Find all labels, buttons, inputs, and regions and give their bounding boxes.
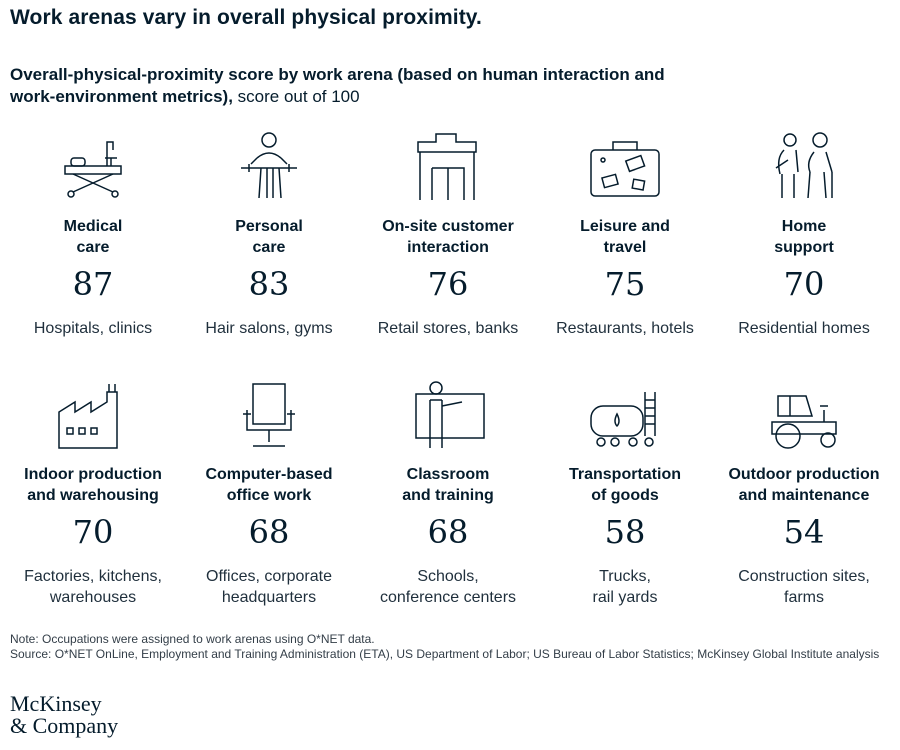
- chart-subtitle: Overall-physical-proximity score by work…: [10, 64, 710, 108]
- arena-score: 87: [72, 265, 114, 303]
- arena-examples-line-2: rail yards: [592, 589, 658, 606]
- chart-title: Work arenas vary in overall physical pro…: [10, 6, 482, 29]
- arena-label-line-2: office work: [226, 487, 312, 504]
- storefront-icon: [406, 128, 490, 206]
- arena-examples-line-1: Schools,: [417, 568, 479, 585]
- arena-examples-line-1: Factories, kitchens,: [24, 568, 162, 585]
- arena-label-line-2: support: [774, 239, 834, 256]
- office-chair-icon: [227, 376, 311, 454]
- logo-line-1: McKinsey: [10, 691, 102, 716]
- arena-examples-line-1: Hair salons, gyms: [205, 320, 333, 337]
- arena-examples: Hospitals, clinics: [5, 318, 181, 339]
- arena-label: Medical care: [5, 216, 181, 258]
- arena-score: 83: [248, 265, 290, 303]
- arena-examples: Residential homes: [716, 318, 892, 339]
- arena-label: Transportation of goods: [537, 464, 713, 506]
- arena-score: 68: [248, 513, 290, 551]
- arena-label-line-1: Classroom: [406, 466, 490, 483]
- arena-label: Computer-based office work: [181, 464, 357, 506]
- arena-score: 68: [427, 513, 469, 551]
- note-text: Note: Occupations were assigned to work …: [10, 632, 375, 646]
- arena-label-line-2: and warehousing: [27, 487, 159, 504]
- arena-score: 58: [604, 513, 646, 551]
- footnote: Note: Occupations were assigned to work …: [10, 632, 895, 662]
- arena-score: 75: [604, 265, 646, 303]
- arena-label-line-2: and training: [402, 487, 494, 504]
- arena-label: Home support: [716, 216, 892, 258]
- arena-examples-line-1: Hospitals, clinics: [33, 320, 153, 337]
- arena-label-line-1: Leisure and: [580, 218, 670, 235]
- caregiver-icon: [762, 128, 846, 206]
- arena-examples: Construction sites, farms: [716, 566, 892, 608]
- arena-label-line-1: Outdoor production: [728, 466, 880, 483]
- suitcase-icon: [583, 128, 667, 206]
- arena-examples: Trucks, rail yards: [537, 566, 713, 608]
- hair-salon-icon: [227, 128, 311, 206]
- arena-label: Outdoor production and maintenance: [716, 464, 892, 506]
- arena-examples-line-2: headquarters: [221, 589, 317, 606]
- arena-label: Indoor production and warehousing: [5, 464, 181, 506]
- factory-icon: [51, 376, 135, 454]
- arena-examples-line-1: Retail stores, banks: [377, 320, 519, 337]
- arena-label: Personal care: [181, 216, 357, 258]
- arena-examples-line-2: farms: [784, 589, 824, 606]
- arena-examples-line-1: Trucks,: [599, 568, 651, 585]
- arena-label-line-1: Medical: [63, 218, 123, 235]
- hospital-bed-icon: [51, 128, 135, 206]
- arena-examples: Schools, conference centers: [360, 566, 536, 608]
- arena-score: 54: [783, 513, 825, 551]
- arena-examples-line-1: Offices, corporate: [206, 568, 332, 585]
- arena-examples: Factories, kitchens, warehouses: [5, 566, 181, 608]
- arena-examples: Restaurants, hotels: [537, 318, 713, 339]
- arena-examples-line-1: Residential homes: [738, 320, 870, 337]
- arena-score: 70: [783, 265, 825, 303]
- arena-score: 76: [427, 265, 469, 303]
- teacher-board-icon: [406, 376, 490, 454]
- arena-label-line-2: travel: [603, 239, 647, 256]
- arena-score: 70: [72, 513, 114, 551]
- arena-label: Leisure and travel: [537, 216, 713, 258]
- mckinsey-logo: McKinsey & Company: [10, 693, 118, 737]
- arena-label: Classroom and training: [360, 464, 536, 506]
- arena-label-line-2: care: [76, 239, 110, 256]
- arena-label-line-1: Transportation: [568, 466, 681, 483]
- arena-label-line-2: and maintenance: [738, 487, 870, 504]
- subtitle-bold: Overall-physical-proximity score by work…: [10, 65, 665, 106]
- source-text: Source: O*NET OnLine, Employment and Tra…: [10, 647, 880, 661]
- logo-line-2: & Company: [10, 713, 119, 738]
- arena-label-line-2: care: [252, 239, 286, 256]
- arena-label-line-1: Computer-based: [205, 466, 333, 483]
- tractor-icon: [762, 376, 846, 454]
- arena-label-line-1: Home: [781, 218, 827, 235]
- arena-examples: Retail stores, banks: [360, 318, 536, 339]
- tanker-car-icon: [583, 376, 667, 454]
- subtitle-regular: score out of 100: [232, 87, 360, 106]
- arena-label-line-2: of goods: [591, 487, 659, 504]
- arena-examples-line-2: conference centers: [379, 589, 517, 606]
- arena-examples-line-1: Restaurants, hotels: [556, 320, 694, 337]
- arena-examples-line-2: warehouses: [49, 589, 137, 606]
- arena-label: On-site customer interaction: [360, 216, 536, 258]
- arena-label-line-1: Personal: [235, 218, 303, 235]
- arena-label-line-1: Indoor production: [24, 466, 162, 483]
- arena-label-line-2: interaction: [407, 239, 489, 256]
- arena-examples-line-1: Construction sites,: [738, 568, 870, 585]
- arena-examples: Hair salons, gyms: [181, 318, 357, 339]
- arena-label-line-1: On-site customer: [382, 218, 514, 235]
- arena-examples: Offices, corporate headquarters: [181, 566, 357, 608]
